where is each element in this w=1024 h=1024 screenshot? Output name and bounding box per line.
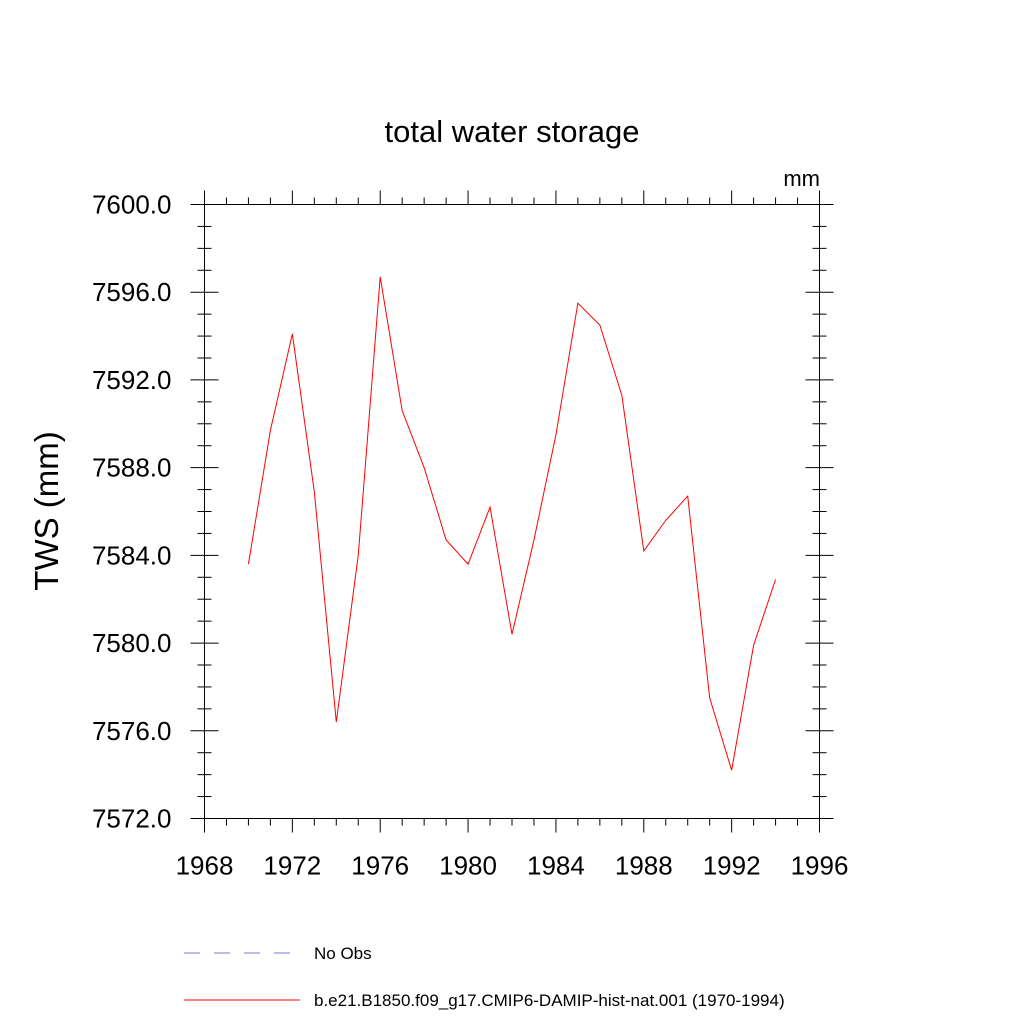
y-axis-label: TWS (mm)	[28, 431, 65, 590]
units-label: mm	[783, 166, 820, 191]
y-tick-label: 7576.0	[92, 716, 172, 746]
x-tick-label: 1984	[527, 851, 585, 881]
x-tick-label: 1976	[351, 851, 409, 881]
x-tick-label: 1980	[439, 851, 497, 881]
y-tick-label: 7600.0	[92, 190, 172, 220]
y-tick-label: 7572.0	[92, 804, 172, 834]
legend-label: No Obs	[314, 944, 372, 963]
y-tick-label: 7596.0	[92, 277, 172, 307]
y-tick-label: 7584.0	[92, 540, 172, 570]
x-tick-label: 1992	[703, 851, 761, 881]
x-tick-label: 1988	[615, 851, 673, 881]
y-tick-label: 7588.0	[92, 453, 172, 483]
legend: No Obs b.e21.B1850.f09_g17.CMIP6-DAMIP-hi…	[184, 944, 785, 1010]
x-tick-label: 1968	[176, 851, 234, 881]
y-tick-label: 7592.0	[92, 365, 172, 395]
series-line	[247, 276, 777, 771]
legend-label: b.e21.B1850.f09_g17.CMIP6-DAMIP-hist-nat…	[314, 991, 785, 1010]
x-tick-label: 1972	[263, 851, 321, 881]
series-layer	[247, 276, 777, 771]
x-tick-label: 1996	[791, 851, 849, 881]
plot-frame	[204, 204, 820, 819]
axis-ticks: 1968 1972 1976 1980 1984 1988 1992 1996 7572.0 75…	[92, 190, 848, 881]
y-tick-label: 7580.0	[92, 628, 172, 658]
chart-title: total water storage	[384, 114, 639, 149]
